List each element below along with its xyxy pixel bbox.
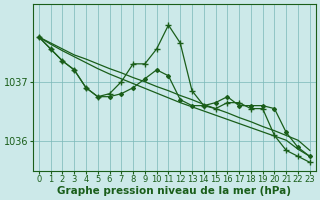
X-axis label: Graphe pression niveau de la mer (hPa): Graphe pression niveau de la mer (hPa) [57,186,291,196]
